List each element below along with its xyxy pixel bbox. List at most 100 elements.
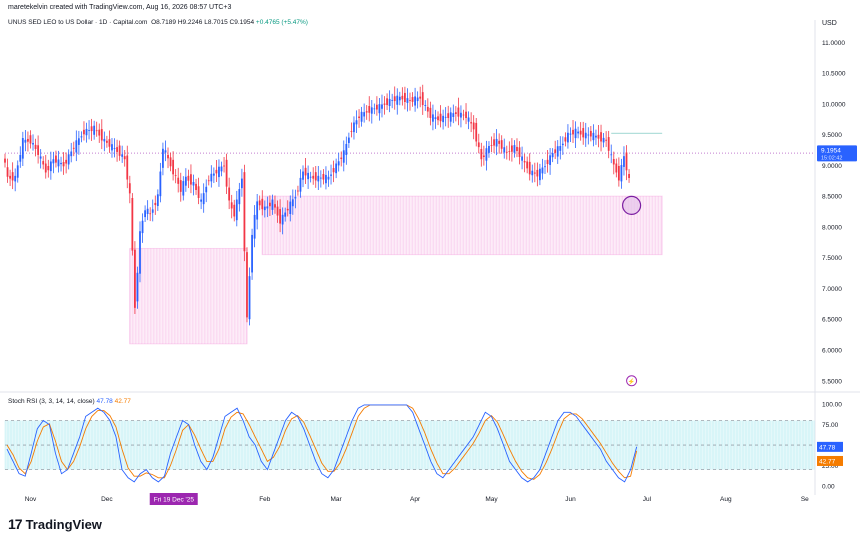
candle-body — [309, 176, 312, 178]
tradingview-logo-icon: 17 — [8, 516, 23, 532]
candle-body — [615, 163, 618, 173]
candle-body — [485, 148, 488, 161]
candle-body — [337, 161, 340, 166]
candle-body — [159, 171, 162, 197]
candle-body — [21, 138, 24, 159]
candle-body — [258, 200, 261, 206]
candle-body — [253, 214, 256, 239]
candle-body — [503, 147, 506, 153]
candle-body — [105, 140, 108, 143]
stoch-rsi-legend[interactable]: Stoch RSI (3, 3, 14, 14, close) 47.78 42… — [8, 398, 131, 405]
demand-zone-1 — [261, 195, 663, 256]
candle-body — [139, 231, 141, 274]
price-tick-label: 7.5000 — [822, 255, 842, 262]
candle-body — [85, 128, 88, 136]
candle-body — [220, 166, 223, 172]
candle-body — [151, 209, 154, 213]
candle-body — [454, 112, 457, 114]
price-tick-label: 5.5000 — [822, 378, 842, 385]
currency-label: USD — [822, 20, 837, 27]
candle-body — [401, 95, 404, 100]
candle-body — [531, 170, 534, 176]
candle-body — [475, 122, 478, 142]
candle-body — [16, 165, 19, 178]
candle-body — [424, 105, 427, 106]
candle-body — [544, 166, 546, 168]
candle-body — [156, 194, 159, 206]
candle-body — [434, 117, 437, 120]
candle-body — [373, 108, 376, 110]
candle-body — [541, 167, 544, 174]
time-axis-label: Mar — [331, 496, 343, 503]
candle-body — [335, 163, 338, 174]
candle-body — [584, 132, 587, 139]
candle-body — [332, 168, 335, 173]
candle-body — [207, 180, 210, 182]
candle-body — [388, 98, 391, 106]
candle-body — [146, 208, 149, 214]
candle-body — [174, 175, 177, 177]
candle-body — [579, 130, 582, 135]
candle-body — [118, 145, 121, 156]
candle-body — [378, 104, 381, 114]
candle-body — [235, 199, 238, 221]
candle-body — [286, 208, 289, 211]
candle-body — [274, 204, 276, 208]
candle-body — [202, 193, 205, 205]
ohlc-open: O8.7189 — [151, 19, 176, 26]
candle-body — [210, 173, 213, 182]
price-tick-label: 10.5000 — [822, 71, 846, 78]
lightning-event-icon — [626, 375, 638, 387]
candle-body — [302, 171, 304, 180]
candle-body — [582, 128, 585, 138]
candle-body — [365, 111, 368, 113]
price-tick-label: 9.5000 — [822, 132, 842, 139]
candle-body — [297, 190, 299, 192]
candle-body — [386, 98, 388, 106]
candle-body — [319, 177, 322, 179]
lightning-glyph: ⚡ — [628, 377, 635, 385]
candle-body — [19, 154, 22, 162]
time-axis-label: Apr — [410, 496, 421, 503]
brand-name: TradingView — [25, 516, 102, 532]
candle-body — [192, 182, 195, 186]
candle-body — [383, 103, 386, 105]
candle-body — [416, 97, 419, 102]
candle-body — [330, 174, 332, 176]
candle-body — [162, 148, 164, 168]
candle-body — [472, 122, 475, 130]
candle-body — [72, 147, 75, 149]
candle-body — [360, 111, 363, 122]
candle-body — [246, 252, 248, 318]
candle-body — [256, 201, 259, 220]
candle-body — [363, 112, 366, 117]
candle-body — [184, 176, 187, 186]
candle-body — [281, 214, 284, 225]
crosshair-date-label: Fri 19 Dec '25 — [154, 497, 195, 504]
candle-body — [62, 162, 65, 167]
candle-body — [516, 146, 518, 152]
candle-body — [350, 131, 353, 132]
candle-body — [60, 162, 62, 165]
price-tick-label: 8.0000 — [822, 224, 842, 231]
candle-body — [546, 159, 549, 165]
candle-body — [355, 120, 358, 125]
time-axis-label: Dec — [101, 496, 113, 503]
candle-body — [121, 154, 124, 157]
candle-body — [225, 159, 228, 187]
candle-body — [75, 140, 78, 153]
candle-body — [93, 125, 96, 135]
price-tick-label: 6.5000 — [822, 317, 842, 324]
candle-body — [223, 165, 225, 167]
candle-body — [508, 151, 511, 153]
candle-body — [83, 129, 85, 135]
candle-body — [24, 139, 27, 143]
rsi-tick-label: 100.00 — [822, 402, 842, 409]
candle-body — [347, 137, 350, 144]
candle-body — [136, 272, 139, 302]
candle-body — [620, 165, 623, 182]
candle-body — [574, 128, 577, 139]
candle-body — [108, 139, 111, 147]
candle-body — [559, 146, 562, 151]
